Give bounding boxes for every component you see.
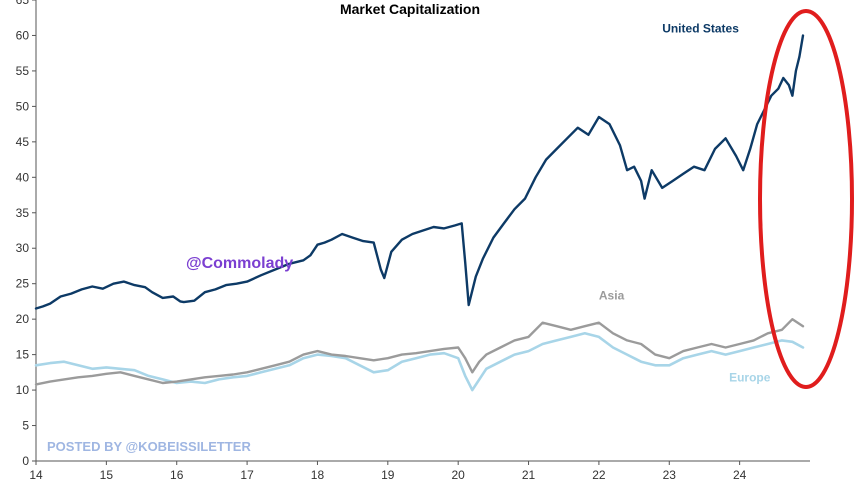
series-layer [34, 34, 805, 392]
y-tick-label: 55 [16, 64, 30, 78]
x-tick-label: 17 [240, 468, 254, 482]
y-tick-label: 40 [16, 170, 30, 184]
y-tick-label: 35 [16, 206, 30, 220]
series-label-asia: Asia [599, 288, 625, 302]
y-tick-label: 15 [16, 348, 30, 362]
x-tick-label: 24 [733, 468, 747, 482]
y-tick-label: 45 [16, 135, 30, 149]
watermark-kobeissi: POSTED BY @KOBEISSILETTER [47, 439, 251, 454]
x-tick-label: 22 [592, 468, 606, 482]
x-tick-label: 20 [452, 468, 466, 482]
x-axis: 14 15 16 17 18 19 20 21 22 23 24 [29, 460, 810, 482]
x-tick-label: 16 [170, 468, 184, 482]
x-tick-label: 19 [381, 468, 395, 482]
series-line-europe [34, 331, 805, 392]
highlight-ellipse [758, 9, 854, 389]
chart-title: Market Capitalization [340, 1, 480, 17]
y-tick-label: 5 [22, 419, 29, 433]
series-line-asia [34, 318, 805, 386]
x-tick-label: 21 [522, 468, 536, 482]
x-tick-label: 18 [311, 468, 325, 482]
y-tick-label: 20 [16, 312, 30, 326]
y-tick-label: 65 [16, 0, 30, 7]
x-tick-label: 23 [663, 468, 677, 482]
watermark-commolady: @Commolady [186, 255, 293, 272]
x-tick-label: 14 [29, 468, 43, 482]
y-tick-label: 30 [16, 241, 30, 255]
series-line-united-states [34, 34, 805, 310]
series-label-united-states: United States [662, 22, 739, 36]
y-tick-label: 0 [22, 454, 29, 468]
series-label-europe: Europe [729, 371, 771, 385]
y-tick-label: 10 [16, 383, 30, 397]
series-labels: United States Asia Europe [599, 22, 771, 385]
y-tick-label: 50 [16, 99, 30, 113]
x-tick-label: 15 [100, 468, 114, 482]
y-axis: 0 5 10 15 20 25 30 35 40 45 50 55 60 65 [16, 0, 37, 468]
y-tick-label: 60 [16, 28, 30, 42]
y-tick-label: 25 [16, 277, 30, 291]
